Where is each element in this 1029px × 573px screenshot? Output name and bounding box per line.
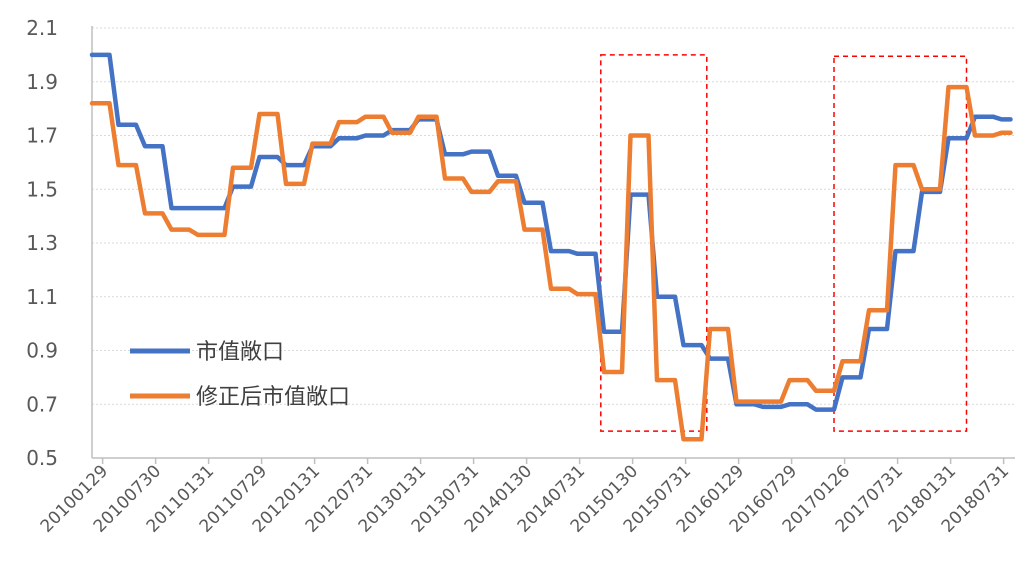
grid-lines <box>92 27 1015 405</box>
y-tick-labels: 0.5 0.7 0.9 1.1 1.3 1.5 1.7 1.9 2.1 <box>26 16 58 470</box>
y-tick-label: 0.5 <box>26 446 58 470</box>
highlight-boxes <box>600 54 968 432</box>
legend-label-series1: 市值敞口 <box>196 340 284 365</box>
legend-label-series2: 修正后市值敞口 <box>196 385 350 410</box>
y-tick-label: 1.1 <box>26 285 58 309</box>
y-tick-label: 1.3 <box>26 231 58 255</box>
y-tick-label: 0.9 <box>26 339 58 363</box>
y-tick-label: 0.7 <box>26 392 58 416</box>
series-lines <box>89 52 1013 442</box>
y-tick-label: 1.7 <box>26 124 58 148</box>
series-line-1 <box>89 52 1013 412</box>
legend: 市值敞口 修正后市值敞口 <box>130 340 350 410</box>
y-tick-label: 1.5 <box>26 177 58 201</box>
y-tick-label: 1.9 <box>26 70 58 94</box>
highlight-box-2 <box>833 55 968 432</box>
series-line-2 <box>89 84 1013 442</box>
y-tick-label: 2.1 <box>26 16 58 40</box>
highlight-box-1 <box>600 54 708 432</box>
axes <box>91 26 1015 464</box>
x-tick-labels: 2010012920100730201101312011072920120131… <box>37 461 1013 536</box>
